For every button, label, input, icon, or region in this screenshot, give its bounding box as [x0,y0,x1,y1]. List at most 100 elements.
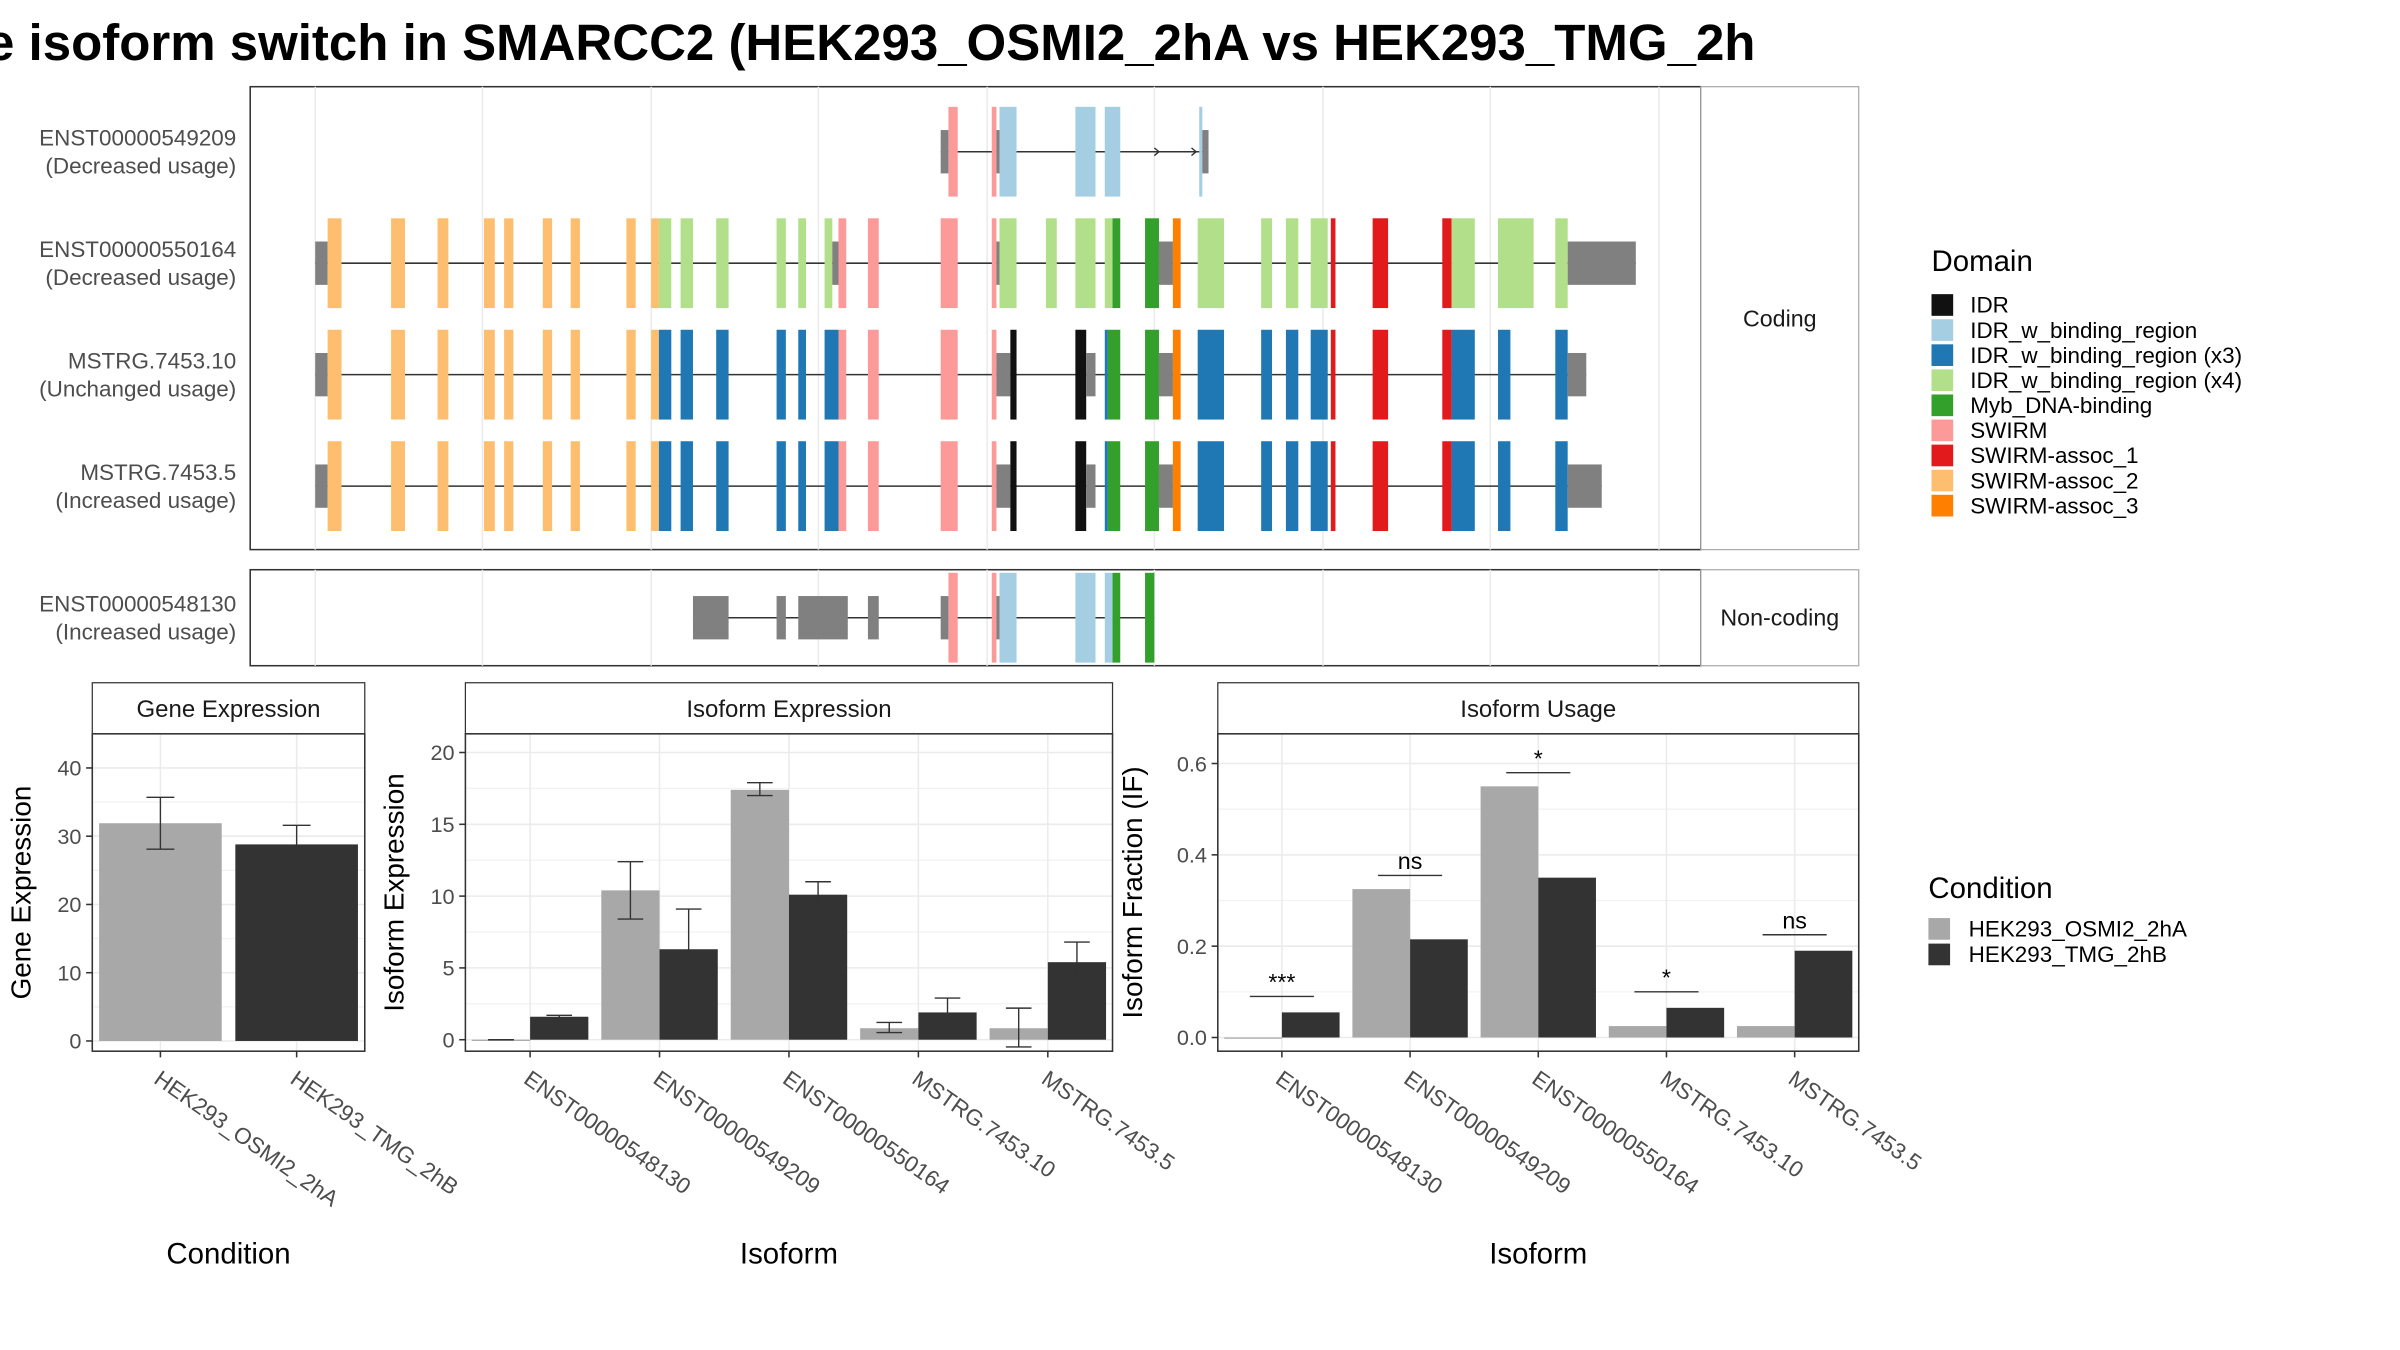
legend-label-hek293-osmi2-2ha: HEK293_OSMI2_2hA [1969,917,2187,942]
bar-mstrg-7453-10-hek293-tmg-2hb [1666,1007,1725,1038]
bar-mstrg-7453-10-hek293-osmi2-2ha [1608,1026,1667,1038]
y-tick-label: 10 [430,884,454,909]
transcript-mstrg-7453-5: MSTRG.7453.5 (Increased usage) [55,441,1602,532]
exon-swirm-assoc-1 [1442,441,1452,532]
transcript-usage: (Increased usage) [55,619,236,644]
transcript-panel: CodingNon-codingENST00000549209(Decrease… [39,85,1860,667]
legend-label-swirm-assoc-2: SWIRM-assoc_2 [1970,468,2138,493]
bar-mstrg-7453-5-hek293-tmg-2hb [1794,950,1853,1038]
exon-swirm [991,329,997,420]
exon-swirm-assoc-2 [651,441,659,532]
panel-border [91,733,366,1052]
coding-panel [249,85,1702,551]
significance-label: ns [1398,848,1423,874]
bar-enst00000550164-hek293-osmi2-2ha [730,789,789,1040]
exon-idr-w-binding-region-x3 [1285,441,1299,532]
exon-idr-w-binding-region-x3 [776,441,786,532]
bar-hek293-osmi2-2ha [99,823,222,1041]
exon-idr-w-binding-region [999,572,1017,663]
exon-idr-w-binding-region-x3 [824,441,839,532]
exon-none [996,130,1000,174]
exon-idr-w-binding-region-x3 [1451,329,1475,420]
transcript-usage: (Unchanged usage) [39,376,236,401]
utr-segment [1567,352,1587,397]
exon-idr-w-binding-region [1075,572,1096,663]
exon-myb-dna-binding [1145,572,1155,663]
bar-mstrg-7453-5-hek293-osmi2-2ha [1736,1026,1795,1038]
exon-idr-w-binding-region-x4 [1045,218,1057,309]
utr-segment [1567,241,1636,285]
exon-none [315,241,328,285]
exon-swirm [940,218,958,309]
exon-none [776,596,786,640]
figure-title: e isoform switch in SMARCC2 (HEK293_OSMI… [0,14,1756,71]
error-bar [617,860,644,920]
exon-idr-w-binding-region-x4 [1104,218,1113,309]
legend-label-myb-dna-binding: Myb_DNA-binding [1970,393,2152,418]
error-bar [282,824,311,865]
exon-idr-w-binding-region-x3 [1285,329,1299,420]
chart-strip [91,682,366,735]
legend-label-swirm-assoc-1: SWIRM-assoc_1 [1970,443,2138,468]
exon-idr-w-binding-region [1104,572,1113,663]
exon-myb-dna-binding [1145,441,1159,532]
error-bar [747,781,773,797]
exon-swirm [838,329,847,420]
transcript-usage: (Decreased usage) [45,265,236,290]
exon-swirm [991,572,997,663]
exon-none [1202,130,1209,174]
error-bar [934,997,961,1028]
transcript-mstrg-7453-10: MSTRG.7453.10 (Unchanged usage) [39,329,1587,420]
exon-none [996,352,1011,397]
significance-marker: ns [1378,848,1443,877]
exon-swirm-assoc-2 [542,218,553,309]
transcript-name: ENST00000548130 [39,592,236,617]
significance-label: *** [1268,969,1295,995]
exon-idr-w-binding-region-x4 [658,218,672,309]
transcript-enst00000548130: ENST00000548130(Increased usage) [39,572,1155,663]
legend-label-idr: IDR [1970,293,2009,318]
exon-idr-w-binding-region-x3 [1310,441,1328,532]
exon-idr-w-binding-region [1199,106,1203,197]
significance-marker: * [1634,965,1699,993]
exon-idr-w-binding-region-x3 [1555,441,1568,532]
exon-idr-w-binding-region-x4 [798,218,806,309]
exon-idr-w-binding-region-x4 [824,218,833,309]
legend-swatch-idr-w-binding-region-x3 [1931,344,1954,366]
exon-swirm-assoc-1 [1372,218,1389,309]
exon-swirm-assoc-2 [327,218,342,309]
exon-idr-w-binding-region-x3 [1261,329,1272,420]
exon-swirm-assoc-1 [1442,218,1452,309]
exon-idr-w-binding-region-x3 [798,441,806,532]
chart-strip [1217,682,1860,735]
transcript-name: ENST00000550164 [39,237,236,262]
exon-swirm-assoc-2 [327,441,342,532]
bar-enst00000550164-hek293-osmi2-2ha [1480,786,1539,1038]
exon-swirm [991,218,997,309]
exon-none [996,596,1000,640]
exon-none [1158,241,1173,285]
legend-swatch-hek293-osmi2-2ha [1928,918,1951,940]
y-tick-label: 5 [443,956,455,981]
error-bar [675,908,702,991]
error-bar [546,1014,573,1019]
exon-swirm-assoc-1 [1330,329,1336,420]
bar-enst00000550164-hek293-tmg-2hb [1538,877,1596,1038]
chart-title: Isoform Expression [686,696,891,723]
legend-swatch-idr [1931,294,1954,316]
exon-none [1086,352,1096,397]
exon-idr-w-binding-region [1075,106,1096,197]
exon-idr-w-binding-region [1104,106,1121,197]
exon-myb-dna-binding [1145,218,1159,309]
legend-swatch-myb-dna-binding [1931,394,1954,417]
exon-idr-w-binding-region-x4 [1310,218,1328,309]
noncoding-strip-label: Non-coding [1720,604,1839,630]
legend-label-swirm-assoc-3: SWIRM-assoc_3 [1970,493,2138,518]
legend-swatch-swirm-assoc-3 [1931,494,1954,517]
legend-label-idr-w-binding-region-x4: IDR_w_binding_region (x4) [1970,368,2242,393]
exon-swirm-assoc-2 [651,329,659,420]
exon-idr-w-binding-region-x4 [1285,218,1299,309]
domain-legend: DomainIDRIDR_w_binding_regionIDR_w_bindi… [1931,245,2242,518]
exon-swirm-assoc-2 [504,218,514,309]
exon-swirm-assoc-3 [1172,218,1181,309]
